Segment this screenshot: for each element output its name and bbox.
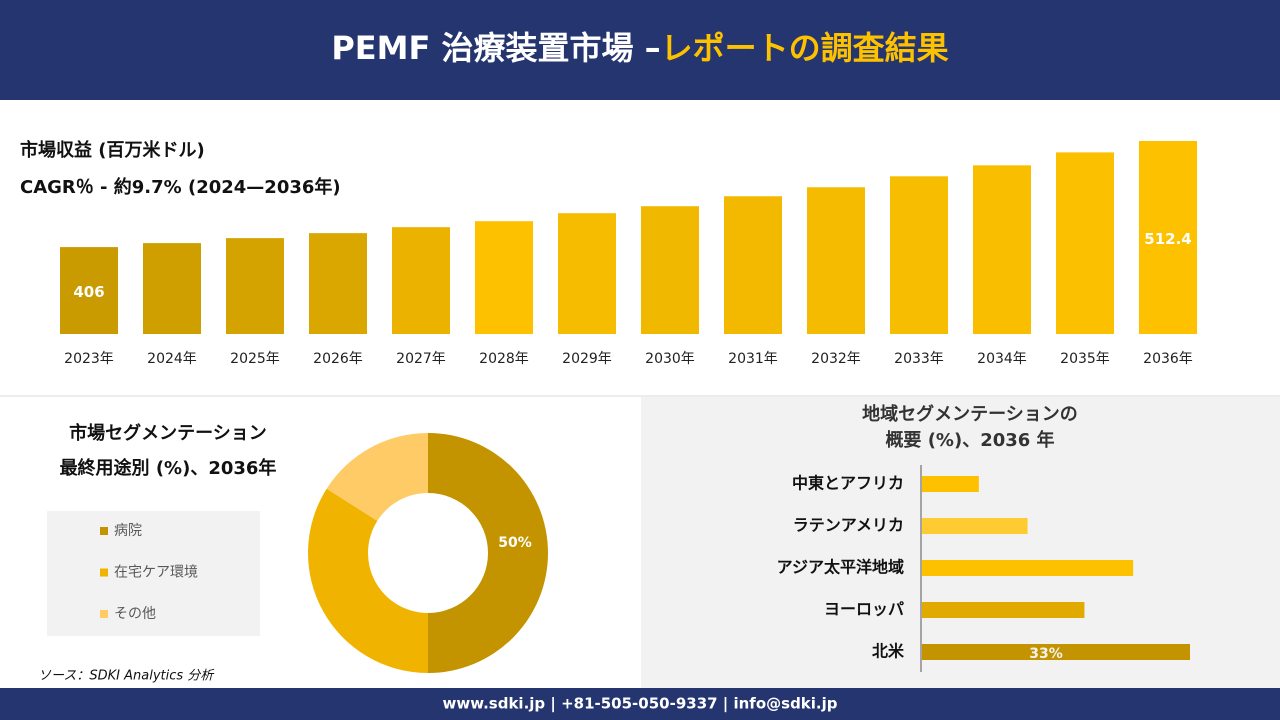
legend-swatch <box>100 568 108 577</box>
legend-label: 病院 <box>114 523 142 539</box>
x-tick-label: 2033年 <box>894 351 944 367</box>
x-tick-label: 2025年 <box>230 351 280 367</box>
bar <box>922 518 1028 534</box>
legend-swatch <box>100 527 108 535</box>
bar <box>1139 141 1197 334</box>
legend-box <box>47 511 260 636</box>
y-tick-label: アジア太平洋地域 <box>777 558 904 577</box>
x-tick-label: 2023年 <box>64 351 114 367</box>
x-tick-label: 2024年 <box>147 351 197 367</box>
x-tick-label: 2030年 <box>645 351 695 367</box>
legend-swatch <box>100 610 108 618</box>
bar <box>226 238 284 334</box>
y-tick-label: ラテンアメリカ <box>793 516 904 535</box>
x-tick-label: 2035年 <box>1060 351 1110 367</box>
chart-subtitle: 最終用途別 (%)、2036年 <box>60 457 277 479</box>
footer-bar <box>0 688 1280 720</box>
header-bar <box>0 0 1280 100</box>
title-main: PEMF 治療装置市場 – <box>331 29 660 67</box>
bar <box>309 233 367 334</box>
footer-contact: www.sdki.jp | +81-505-050-9337 | info@sd… <box>442 695 837 714</box>
data-label: 33% <box>1029 646 1063 662</box>
chart-title: 地域セグメンテーションの <box>862 403 1078 425</box>
bar <box>922 560 1134 576</box>
y-tick-label: 北米 <box>872 642 905 661</box>
data-label: 406 <box>73 283 104 301</box>
source: ソース：SDKI Analytics 分析 <box>38 669 215 684</box>
x-tick-label: 2029年 <box>562 351 612 367</box>
x-tick-label: 2026年 <box>313 351 363 367</box>
bar <box>922 644 1190 660</box>
x-tick-label: 2027年 <box>396 351 446 367</box>
bar <box>641 206 699 334</box>
bar <box>1056 152 1114 334</box>
y-tick-label: 中東とアフリカ <box>792 474 904 493</box>
bar <box>392 227 450 334</box>
region-panel <box>641 397 1280 688</box>
legend-label: 在宅ケア環境 <box>114 565 198 581</box>
title-highlight: レポートの調査結果 <box>661 29 949 67</box>
bar <box>890 176 948 334</box>
bar <box>143 243 201 334</box>
bar <box>922 476 979 492</box>
x-tick-label: 2034年 <box>977 351 1027 367</box>
chart-subtitle: CAGR％ - 約9.7% (2024—2036年) <box>20 176 341 198</box>
bar <box>973 165 1031 334</box>
x-tick-label: 2032年 <box>811 351 861 367</box>
bar <box>60 247 118 334</box>
data-label: 512.4 <box>1144 230 1191 248</box>
legend-label: その他 <box>114 606 156 622</box>
bar <box>922 602 1085 618</box>
header-title: PEMF 治療装置市場 –レポートの調査結果 <box>331 29 948 67</box>
bar <box>724 196 782 334</box>
donut-slice <box>308 488 428 673</box>
donut-slice <box>326 433 428 521</box>
data-label: 50% <box>498 535 532 551</box>
x-tick-label: 2028年 <box>479 351 529 367</box>
y-tick-label: ヨーロッパ <box>824 600 904 619</box>
bar <box>558 213 616 334</box>
bar <box>475 221 533 334</box>
chart-title: 市場セグメンテーション <box>69 422 267 444</box>
x-tick-label: 2031年 <box>728 351 778 367</box>
chart-subtitle: 概要 (%)、2036 年 <box>885 429 1054 451</box>
x-tick-label: 2036年 <box>1143 351 1193 367</box>
donut-slice <box>428 433 548 673</box>
chart-title: 市場収益 (百万米ドル) <box>20 139 205 161</box>
bar <box>807 187 865 334</box>
